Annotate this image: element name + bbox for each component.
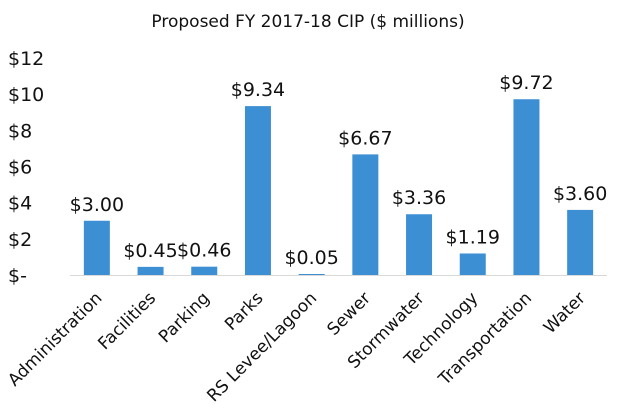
bar-technology xyxy=(459,253,486,275)
bar-rs-levee-lagoon xyxy=(298,274,325,275)
data-label: $3.60 xyxy=(553,183,607,205)
bar-sewer xyxy=(352,154,379,275)
data-label: $0.45 xyxy=(123,240,177,262)
y-tick-label: $2 xyxy=(8,229,32,251)
x-tick-label: Sewer xyxy=(324,288,375,339)
chart-title: Proposed FY 2017-18 CIP ($ millions) xyxy=(151,12,464,32)
y-tick-label: $6 xyxy=(8,157,32,179)
bar-transportation xyxy=(513,99,540,275)
data-label: $0.05 xyxy=(284,247,338,269)
x-tick-label: Transportation xyxy=(434,288,536,390)
data-label: $0.46 xyxy=(177,240,231,262)
x-tick-label: Parking xyxy=(155,288,214,347)
data-label: $1.19 xyxy=(446,226,500,248)
y-tick-label: $- xyxy=(8,265,27,287)
bar-water xyxy=(567,209,594,275)
bar-facilities xyxy=(137,266,164,275)
y-tick-label: $8 xyxy=(8,120,32,142)
bar-parks xyxy=(244,106,271,275)
data-label: $9.34 xyxy=(231,79,285,101)
y-tick-label: $4 xyxy=(8,193,32,215)
bar-parking xyxy=(191,266,218,275)
bar-stormwater xyxy=(406,214,433,275)
bars-group xyxy=(83,99,594,275)
data-label: $3.00 xyxy=(70,194,124,216)
x-tick-label: Administration xyxy=(4,288,106,390)
data-label: $9.72 xyxy=(499,72,553,94)
y-tick-label: $10 xyxy=(8,84,44,106)
bar-administration xyxy=(83,220,110,275)
data-label: $6.67 xyxy=(338,127,392,149)
data-label: $3.36 xyxy=(392,187,446,209)
data-labels-group: $3.00 $0.45 $0.46 $9.34 $0.05 $6.67 $3.36$1.19… xyxy=(70,72,608,269)
y-tick-label: $12 xyxy=(8,48,44,70)
x-tick-label: Parks xyxy=(221,288,267,334)
y-axis: $- $2 $4 $6 $8 $10 $12 xyxy=(8,48,44,287)
x-tick-label: Water xyxy=(540,288,590,338)
x-tick-label: Facilities xyxy=(94,288,160,354)
